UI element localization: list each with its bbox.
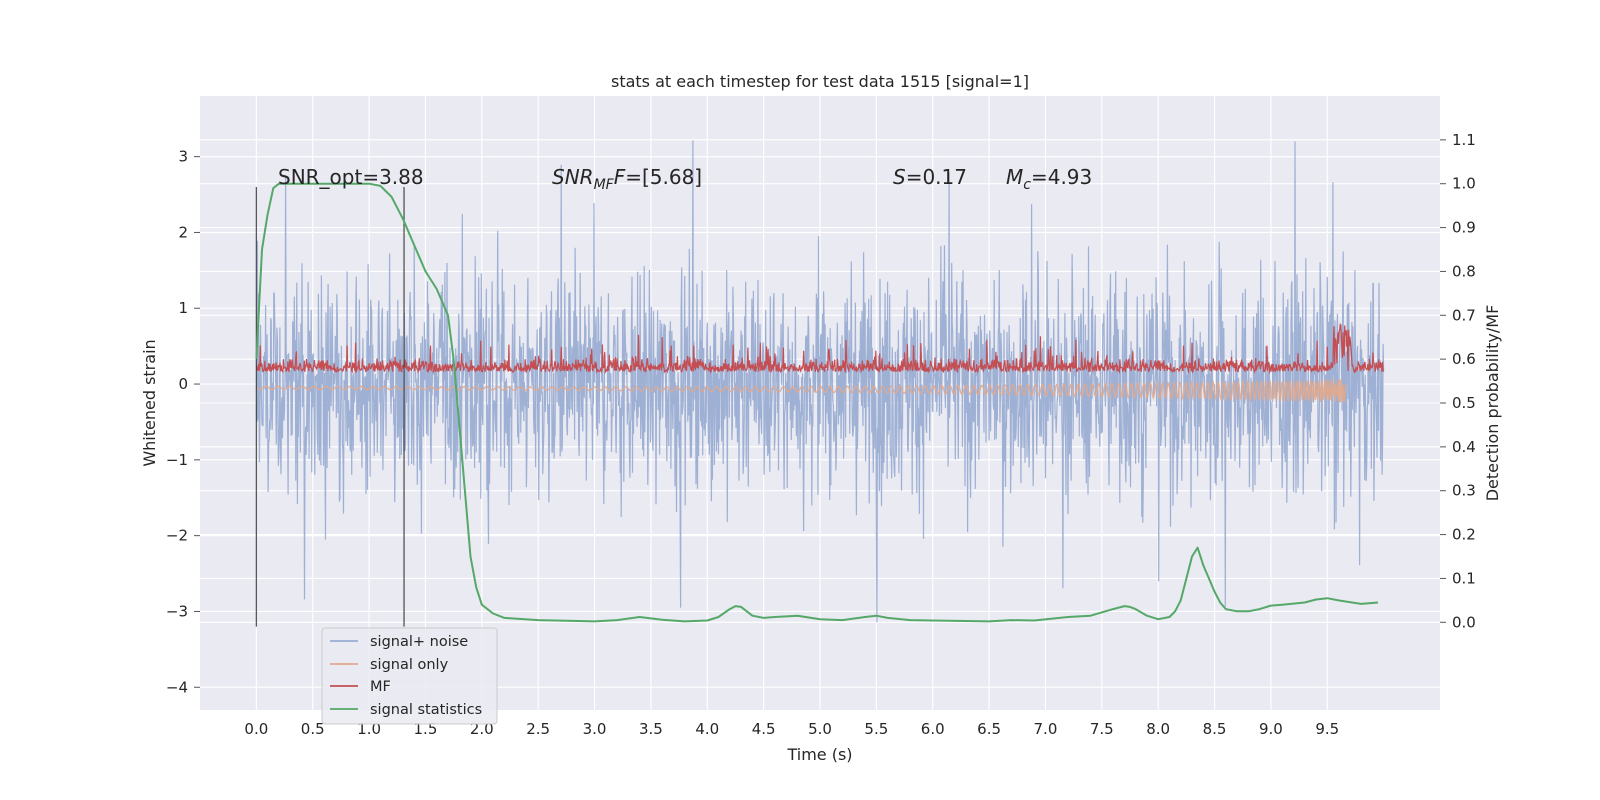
signal-only-series [255, 379, 1347, 403]
x-tick-label: 7.0 [1034, 720, 1058, 738]
x-tick-label: 5.0 [808, 720, 832, 738]
y-tick-label: 2 [178, 223, 188, 241]
legend-box [321, 627, 498, 725]
x-axis-label: Time (s) [786, 745, 852, 764]
x-tick-label: 5.5 [864, 720, 888, 738]
y-tick-label: 1 [178, 299, 188, 317]
x-tick-label: 3.5 [639, 720, 663, 738]
x-tick-label: 0.0 [244, 720, 268, 738]
y2-tick-label: 0.6 [1452, 350, 1476, 368]
x-tick-label: 9.5 [1315, 720, 1339, 738]
y2-tick-label: 0.0 [1452, 613, 1476, 631]
x-tick-label: 7.5 [1090, 720, 1114, 738]
y2-axis-ticks: 1.1 1.0 0.9 0.8 0.7 0.6 0.5 0.4 0.3 0.2 0.1 0.0 [1440, 131, 1476, 631]
annotation-mc: Mc=4.93 [1006, 165, 1092, 193]
vertical-markers [255, 186, 405, 627]
annotation-snr-mf-value: =[5.68] [625, 165, 702, 189]
y2-tick-label: 1.1 [1452, 131, 1476, 149]
legend-label-mf: MF [370, 679, 391, 695]
annotation-s-symbol: S [893, 165, 906, 189]
legend: signal+ noise signal only MF signal stat… [321, 627, 498, 725]
y2-tick-label: 0.3 [1452, 482, 1476, 500]
annotation-mc-value: =4.93 [1031, 165, 1092, 189]
x-tick-label: 8.5 [1203, 720, 1227, 738]
annotation-s-value: =0.17 [906, 165, 967, 189]
legend-label-signal-statistics: signal statistics [370, 702, 482, 718]
annotation-snr-mf: SNRMFF=[5.68] [552, 165, 702, 193]
y-tick-label: 3 [178, 148, 188, 166]
y-axis-ticks: 3 2 1 0 −1 −2 −3 −4 [166, 148, 200, 696]
y-tick-label: −3 [166, 602, 188, 620]
y-axis-label: Whitened strain [140, 339, 159, 466]
chart-title: stats at each timestep for test data 151… [611, 72, 1029, 91]
annotation-mc-symbol: M [1006, 165, 1023, 189]
mf-series [255, 322, 1385, 375]
y2-tick-label: 0.4 [1452, 438, 1476, 456]
grid-lines [200, 96, 1440, 710]
x-tick-label: 6.0 [921, 720, 945, 738]
signal-statistics-line [255, 182, 1379, 623]
x-tick-label: 4.5 [752, 720, 776, 738]
signal-only-line [255, 379, 1347, 403]
y-tick-label: 0 [178, 375, 188, 393]
y-tick-label: −2 [166, 527, 188, 545]
annotation-s: S=0.17 [893, 165, 967, 189]
x-tick-label: 4.0 [695, 720, 719, 738]
mf-line [255, 322, 1385, 375]
annotation-snr-opt: SNR_opt=3.88 [278, 165, 424, 189]
y2-tick-label: 0.2 [1452, 526, 1476, 544]
x-tick-label: 9.0 [1259, 720, 1283, 738]
y-tick-label: −1 [166, 451, 188, 469]
legend-label-signal-only: signal only [370, 657, 449, 673]
x-tick-label: 3.0 [583, 720, 607, 738]
y2-tick-label: 0.9 [1452, 219, 1476, 237]
signal-statistics-series [255, 182, 1379, 623]
y2-tick-label: 0.5 [1452, 394, 1476, 412]
x-tick-label: 6.5 [977, 720, 1001, 738]
annotation-mc-subscript: c [1023, 177, 1031, 193]
annotation-snr-mf-subscript: MF [594, 177, 615, 193]
x-tick-label: 0.5 [301, 720, 325, 738]
y2-tick-label: 0.1 [1452, 569, 1476, 587]
y-tick-label: −4 [166, 678, 188, 696]
y2-tick-label: 0.7 [1452, 306, 1476, 324]
x-tick-label: 2.5 [526, 720, 550, 738]
x-tick-label: 8.0 [1146, 720, 1170, 738]
y2-axis-label: Detection probability/MF [1483, 305, 1502, 502]
legend-label-signal-noise: signal+ noise [370, 634, 468, 650]
y2-tick-label: 0.8 [1452, 262, 1476, 280]
annotation-snr-mf-symbol: SNR [552, 165, 594, 189]
y2-tick-label: 1.0 [1452, 175, 1476, 193]
